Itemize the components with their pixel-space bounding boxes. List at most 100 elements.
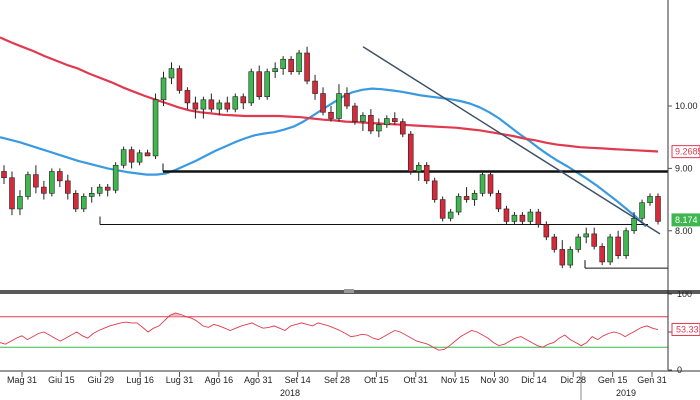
x-tick-label: Lug 16 bbox=[126, 375, 154, 385]
candle-body bbox=[280, 58, 286, 69]
candle-body bbox=[232, 96, 239, 110]
candle-body bbox=[360, 115, 366, 122]
price-badge bbox=[671, 213, 700, 227]
x-tick-label: Gen 31 bbox=[637, 375, 667, 385]
candle-body bbox=[208, 99, 215, 110]
rsi-line bbox=[0, 312, 659, 351]
candle-body bbox=[184, 90, 191, 104]
candle-body bbox=[631, 217, 637, 232]
candle-body bbox=[407, 133, 414, 172]
candle-body bbox=[535, 211, 542, 225]
candle-body bbox=[400, 121, 406, 135]
candle-body bbox=[296, 52, 302, 73]
candle-body bbox=[104, 186, 111, 191]
candle-body bbox=[49, 171, 55, 194]
candle-body bbox=[200, 99, 207, 110]
candle-body bbox=[256, 71, 262, 97]
candle-body bbox=[543, 224, 550, 238]
candle-body bbox=[623, 230, 629, 256]
candle-body bbox=[152, 99, 159, 157]
x-tick-label: Dic 28 bbox=[560, 375, 586, 385]
candle-body bbox=[312, 80, 318, 94]
candle-body bbox=[112, 164, 119, 191]
trend-line bbox=[362, 46, 661, 235]
candle-body bbox=[463, 196, 470, 200]
candle-body bbox=[136, 152, 143, 163]
candle-body bbox=[264, 71, 270, 97]
candle-body bbox=[25, 174, 31, 197]
x-tick-label: Lug 31 bbox=[166, 375, 194, 385]
x-tick-label: Mag 31 bbox=[7, 375, 37, 385]
candle-body bbox=[479, 174, 486, 194]
x-tick-label: Ott 15 bbox=[364, 375, 389, 385]
candle-body bbox=[168, 68, 175, 79]
candle-body bbox=[1, 171, 7, 179]
candle-body bbox=[559, 249, 566, 266]
candle-body bbox=[336, 93, 342, 119]
candle-body bbox=[248, 71, 255, 104]
x-tick-label: Gen 15 bbox=[598, 375, 628, 385]
candle-body bbox=[655, 196, 661, 222]
candle-body bbox=[352, 105, 358, 122]
candle-body bbox=[128, 149, 135, 163]
candle-body bbox=[495, 193, 502, 210]
rsi-tick-label: 100 bbox=[677, 289, 692, 299]
rsi-value-badge bbox=[671, 322, 700, 336]
candle-body bbox=[607, 236, 613, 263]
candle-body bbox=[392, 118, 398, 122]
y-tick-label: 8.00 bbox=[675, 226, 693, 236]
candle-body bbox=[511, 214, 518, 222]
year-label: 2019 bbox=[616, 388, 636, 398]
candle-body bbox=[368, 115, 374, 132]
candle-body bbox=[272, 68, 278, 73]
candle-body bbox=[304, 52, 310, 82]
candle-body bbox=[57, 171, 63, 182]
price-badge bbox=[671, 145, 700, 159]
x-tick-label: Set 28 bbox=[324, 375, 350, 385]
candle-body bbox=[599, 246, 605, 263]
candle-body bbox=[423, 164, 430, 182]
candle-body bbox=[65, 180, 71, 194]
candle-body bbox=[447, 211, 454, 219]
candle-body bbox=[519, 214, 526, 222]
x-tick-label: Ago 16 bbox=[205, 375, 234, 385]
candle-body bbox=[288, 58, 294, 73]
rsi-tick-label: 0 bbox=[677, 365, 682, 375]
candle-body bbox=[575, 236, 582, 250]
year-label: 2018 bbox=[280, 388, 300, 398]
moving-average-line bbox=[0, 36, 659, 153]
candle-body bbox=[144, 152, 151, 157]
candle-body bbox=[439, 199, 446, 219]
candle-body bbox=[551, 236, 558, 250]
candle-body bbox=[487, 174, 494, 194]
candle-body bbox=[639, 202, 645, 219]
candle-body bbox=[455, 196, 462, 213]
candle-body bbox=[591, 233, 597, 247]
candle-body bbox=[9, 177, 15, 210]
rsi-value-label: 53.33 bbox=[676, 324, 699, 334]
x-tick-label: Nov 15 bbox=[441, 375, 470, 385]
candle-body bbox=[192, 102, 199, 110]
candle-body bbox=[376, 124, 382, 132]
candle-body bbox=[503, 208, 510, 222]
candle-body bbox=[240, 96, 247, 104]
candle-body bbox=[384, 118, 390, 126]
candle-body bbox=[328, 111, 334, 119]
candle-body bbox=[17, 196, 23, 210]
candle-body bbox=[120, 149, 127, 166]
panel-resize-handle bbox=[344, 289, 354, 293]
candle-body bbox=[216, 102, 223, 110]
candle-body bbox=[320, 93, 326, 113]
candle-body bbox=[33, 174, 39, 188]
x-tick-label: Dic 14 bbox=[521, 375, 547, 385]
price-badge-label: 9.2685 bbox=[675, 147, 700, 157]
candle-body bbox=[80, 196, 87, 210]
candle-body bbox=[344, 93, 350, 107]
candle-body bbox=[415, 164, 422, 172]
candle-body bbox=[73, 193, 79, 210]
candle-body bbox=[647, 196, 653, 203]
candle-body bbox=[96, 186, 103, 194]
candle-body bbox=[567, 249, 574, 266]
